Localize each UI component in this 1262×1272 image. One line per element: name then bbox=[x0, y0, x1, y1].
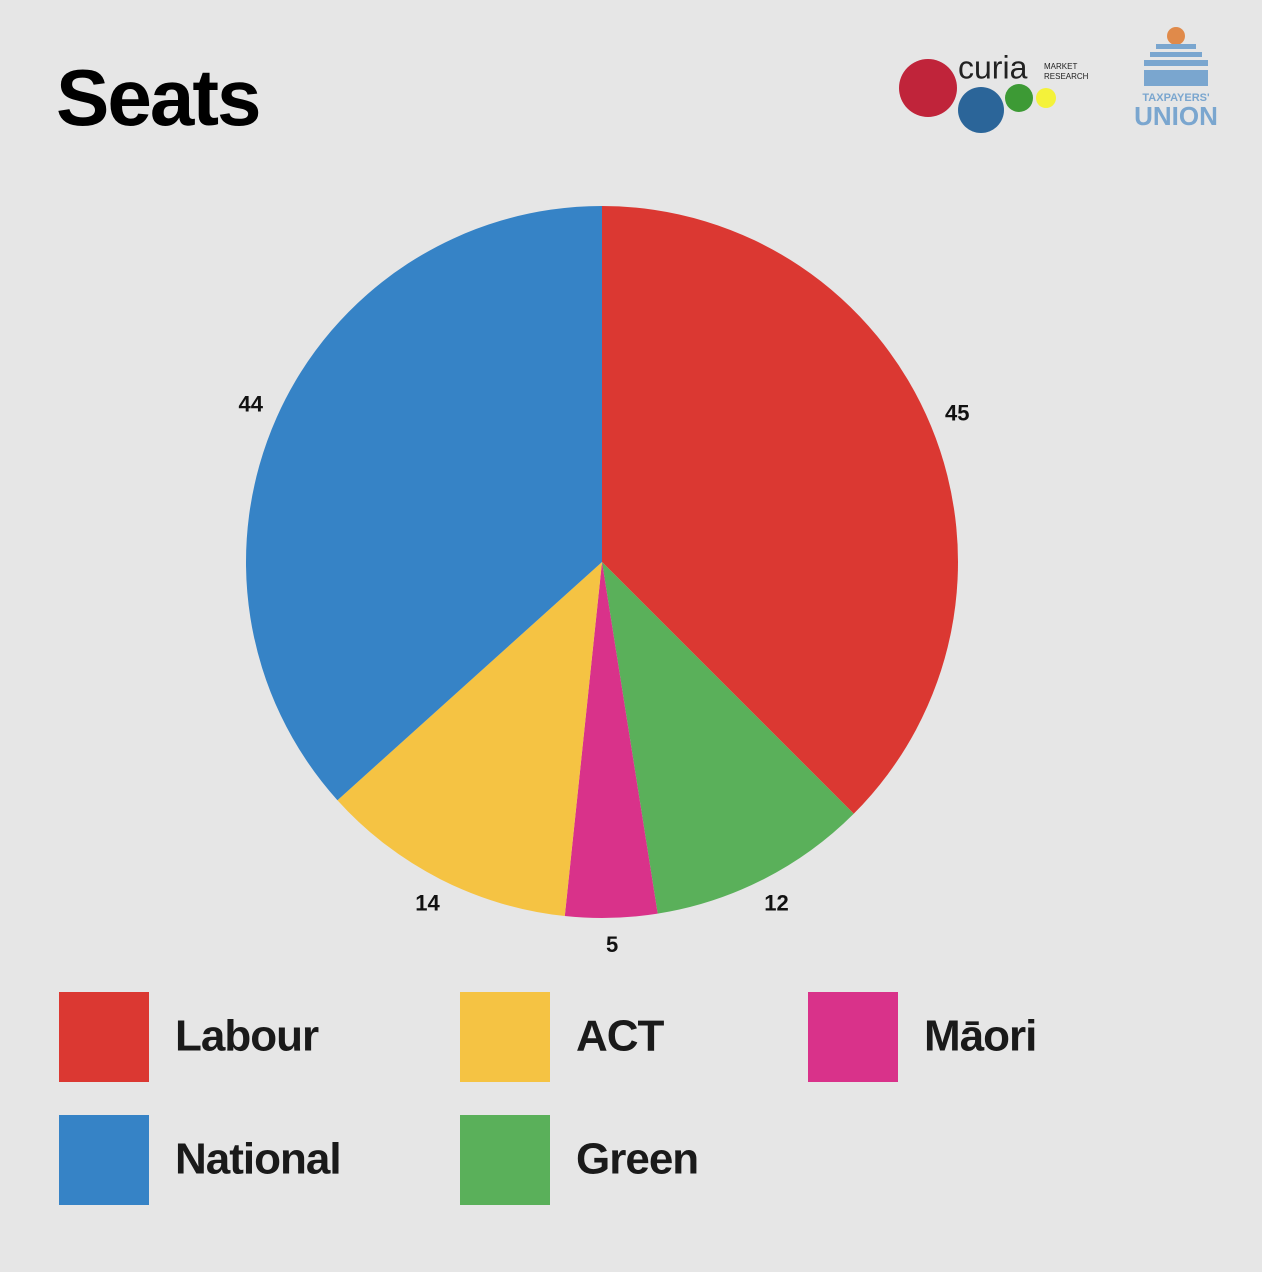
logo-icon bbox=[1150, 52, 1202, 57]
legend-label: Māori bbox=[924, 1012, 1036, 1061]
chart-title: Seats bbox=[56, 53, 259, 142]
data-label: 45 bbox=[945, 401, 969, 426]
legend-label: National bbox=[175, 1135, 341, 1184]
legend-label: Labour bbox=[175, 1012, 319, 1061]
pie-slice bbox=[564, 562, 658, 918]
logo-circle bbox=[958, 87, 1004, 133]
logo-icon bbox=[1156, 44, 1196, 49]
pie-slice bbox=[602, 206, 959, 814]
data-label: 44 bbox=[239, 391, 264, 416]
data-label: 14 bbox=[415, 890, 440, 915]
logo-text: UNION bbox=[1134, 101, 1218, 131]
pie-slice bbox=[602, 562, 854, 914]
logo-text: curia bbox=[958, 49, 1028, 85]
data-label: 12 bbox=[764, 890, 788, 915]
legend-swatch bbox=[59, 992, 149, 1082]
legend-swatch bbox=[460, 992, 550, 1082]
logo-circle bbox=[1005, 84, 1033, 112]
data-label: 5 bbox=[606, 932, 618, 957]
legend-label: Green bbox=[576, 1135, 698, 1184]
logo-icon bbox=[1144, 60, 1208, 66]
logo-circle bbox=[1036, 88, 1056, 108]
pie-slice bbox=[337, 562, 602, 917]
legend-swatch bbox=[808, 992, 898, 1082]
legend-swatch bbox=[59, 1115, 149, 1205]
curia-logo: curia MARKET RESEARCH bbox=[899, 49, 1089, 133]
legend-swatch bbox=[460, 1115, 550, 1205]
logo-text: TAXPAYERS' bbox=[1142, 92, 1210, 104]
logo-circle bbox=[899, 59, 957, 117]
legend-label: ACT bbox=[576, 1012, 665, 1061]
logo-icon bbox=[1167, 27, 1185, 45]
logo-text: RESEARCH bbox=[1044, 72, 1089, 81]
logo-icon bbox=[1144, 70, 1208, 86]
pie-slice bbox=[245, 206, 602, 801]
taxpayers-union-logo: TAXPAYERS' UNION bbox=[1134, 27, 1218, 131]
logo-text: MARKET bbox=[1044, 62, 1077, 71]
